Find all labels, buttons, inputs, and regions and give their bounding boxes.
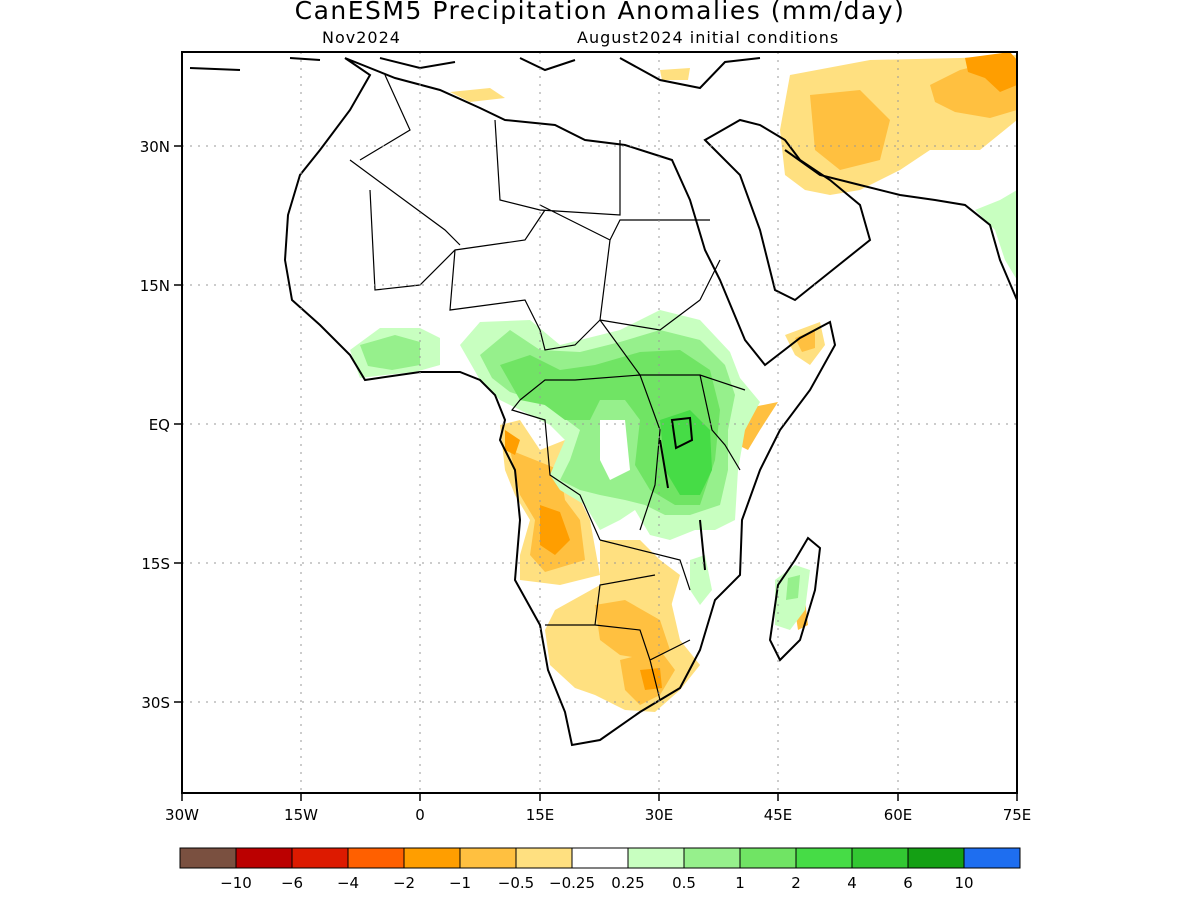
legend-swatch [795, 847, 853, 869]
forecast-month: Nov2024 [322, 28, 401, 47]
legend-label: 6 [903, 874, 913, 892]
anomaly-india-light [975, 190, 1017, 280]
legend-label: −4 [337, 874, 359, 892]
x-label-30w: 30W [165, 806, 199, 824]
legend-swatch [459, 847, 517, 869]
legend-label: −0.5 [498, 874, 534, 892]
anomaly-north-africa-spot [450, 88, 505, 102]
y-axis [174, 145, 182, 703]
initial-conditions: August2024 initial conditions [577, 28, 840, 47]
legend-swatch [683, 847, 741, 869]
y-label-15n: 15N [140, 277, 170, 295]
anomaly-med-spot [660, 68, 690, 80]
anomaly-madagascar-mid [786, 575, 800, 600]
x-label-15e: 15E [526, 806, 555, 824]
legend-swatch [403, 847, 461, 869]
x-label-30e: 30E [645, 806, 674, 824]
map-frame [181, 51, 1018, 794]
arabia-coastline [703, 118, 872, 302]
legend-swatch [347, 847, 405, 869]
x-axis [181, 793, 1018, 801]
x-label-15w: 15W [284, 806, 318, 824]
y-label-eq: EQ [149, 416, 170, 434]
legend-swatch [515, 847, 573, 869]
legend-colorbar [179, 847, 1021, 869]
y-label-30s: 30S [141, 694, 170, 712]
legend-swatch [627, 847, 685, 869]
legend-label: 2 [791, 874, 801, 892]
map-title: CanESM5 Precipitation Anomalies (mm/day) [294, 0, 906, 25]
legend-swatch [963, 847, 1021, 869]
legend-swatch [179, 847, 237, 869]
legend-label: 1 [735, 874, 745, 892]
anomaly-west-africa-mid [360, 335, 420, 370]
anomaly-afghanistan-strong [965, 52, 1017, 92]
legend-label: −1 [449, 874, 471, 892]
anomaly-mozambique-light [690, 555, 712, 605]
legend-label: −2 [393, 874, 415, 892]
x-label-60e: 60E [884, 806, 913, 824]
anomaly-drc-pale [600, 420, 630, 480]
anomaly-angola-strong [540, 505, 570, 555]
anomaly-gabon-strong [505, 430, 520, 455]
legend-label: 0.25 [611, 874, 644, 892]
legend-swatch [739, 847, 797, 869]
legend-label: 10 [954, 874, 973, 892]
graticule [182, 52, 1017, 793]
legend-swatch [851, 847, 909, 869]
legend-swatch [907, 847, 965, 869]
legend-label: 0.5 [672, 874, 696, 892]
legend-label: 4 [847, 874, 857, 892]
border-lines [349, 74, 746, 701]
persia-coastline [784, 149, 1017, 301]
legend-swatch [291, 847, 349, 869]
legend-label: −0.25 [549, 874, 595, 892]
legend-label: −10 [220, 874, 252, 892]
africa-coastline [283, 57, 837, 747]
x-label-45e: 45E [764, 806, 793, 824]
x-label-0: 0 [415, 806, 425, 824]
legend-swatch [571, 847, 629, 869]
legend-swatch [235, 847, 293, 869]
country-borders [349, 74, 746, 701]
map-field [182, 52, 1017, 793]
y-label-30n: 30N [140, 138, 170, 156]
anomaly-somalia-mid [795, 330, 815, 352]
x-label-75e: 75E [1003, 806, 1032, 824]
dry-anomalies [450, 52, 1017, 712]
anomaly-iran-mid [810, 90, 890, 170]
madagascar-coastline [768, 536, 822, 662]
legend-labels: −10 −6 −4 −2 −1 −0.5 −0.25 0.25 0.5 1 2 4 6 10 [220, 874, 973, 892]
wet-anomalies [350, 190, 1017, 630]
great-lakes [659, 416, 706, 571]
y-label-15s: 15S [141, 555, 170, 573]
legend-label: −6 [281, 874, 303, 892]
anomaly-botswana-mid [595, 600, 670, 660]
